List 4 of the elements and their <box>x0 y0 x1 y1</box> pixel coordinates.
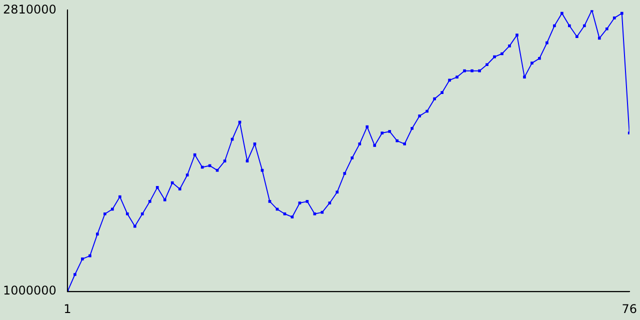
y-tick-label: 1000000 <box>2 284 56 298</box>
x-tick-label: 1 <box>64 302 72 316</box>
x-tick-label: 76 <box>622 302 638 316</box>
y-tick-label: 2810000 <box>2 2 56 16</box>
